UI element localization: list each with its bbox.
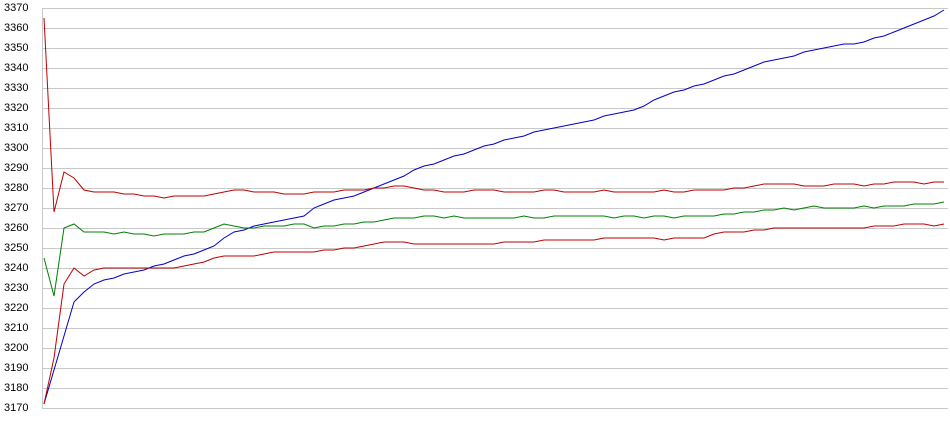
y-tick-label: 3320 [4, 102, 28, 114]
y-tick-label: 3200 [4, 342, 28, 354]
y-tick-label: 3310 [4, 122, 28, 134]
y-tick-label: 3300 [4, 142, 28, 154]
y-tick-label: 3170 [4, 402, 28, 414]
y-tick-label: 3290 [4, 162, 28, 174]
y-tick-label: 3220 [4, 302, 28, 314]
y-tick-label: 3190 [4, 362, 28, 374]
series-line [43, 223, 945, 405]
y-tick-label: 3250 [4, 242, 28, 254]
y-tick-label: 3270 [4, 202, 28, 214]
y-tick-label: 3180 [4, 382, 28, 394]
y-tick-label: 3210 [4, 322, 28, 334]
y-tick-label: 3370 [4, 2, 28, 14]
y-tick-label: 3360 [4, 22, 28, 34]
series-line [43, 201, 945, 297]
y-tick-label: 3240 [4, 262, 28, 274]
y-tick-label: 3260 [4, 222, 28, 234]
y-tick-label: 3280 [4, 182, 28, 194]
y-tick-label: 3350 [4, 42, 28, 54]
series-line [43, 17, 944, 213]
y-tick-label: 3330 [4, 82, 28, 94]
y-tick-label: 3340 [4, 62, 28, 74]
series-line [43, 9, 945, 405]
y-tick-label: 3230 [4, 282, 28, 294]
